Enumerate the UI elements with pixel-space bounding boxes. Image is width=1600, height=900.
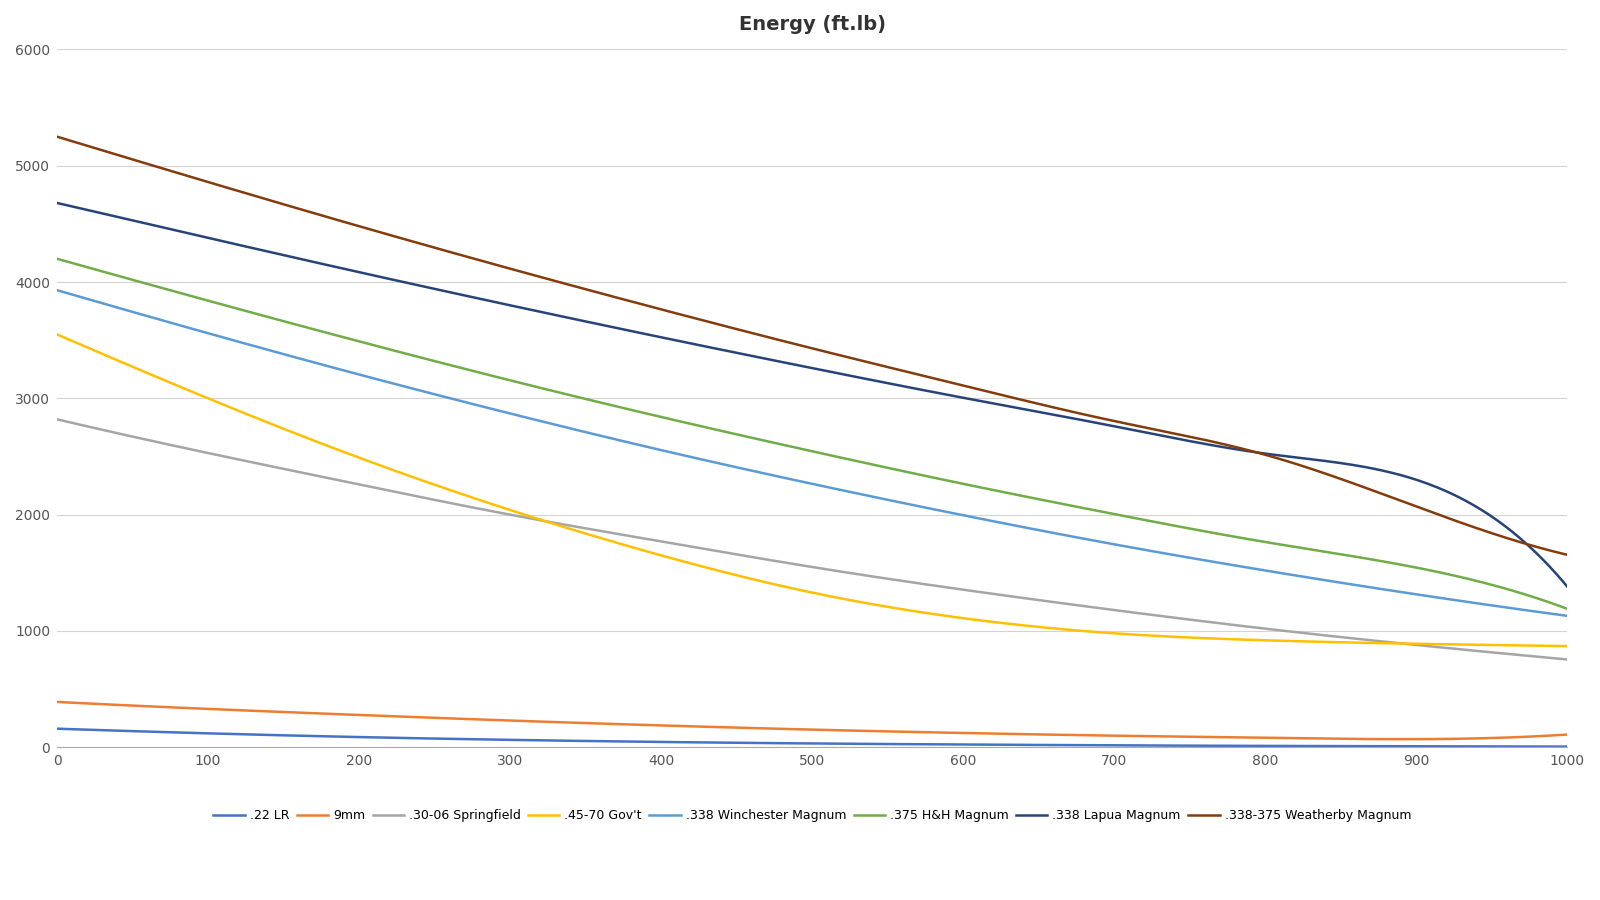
.338 Lapua Magnum [1285,452,1304,463]
Line: 9mm: 9mm [58,702,1568,739]
.338-375 Weatherby Magnum [1522,540,1541,551]
.338 Lapua Magnum [947,391,966,401]
Line: .375 H&H Magnum: .375 H&H Magnum [58,259,1568,609]
.338 Winchester Magnum [774,472,794,483]
9mm [1558,729,1578,740]
.22 LR [765,738,784,749]
.30-06 Springfield [774,557,794,568]
.338 Winchester Magnum [48,284,67,295]
9mm [947,727,966,738]
.338 Winchester Magnum [1558,610,1578,621]
.375 H&H Magnum [1522,591,1541,602]
.30-06 Springfield [1558,654,1578,665]
.375 H&H Magnum [1285,542,1304,553]
.338 Winchester Magnum [864,491,883,502]
Line: .338-375 Weatherby Magnum: .338-375 Weatherby Magnum [58,137,1568,554]
.22 LR [774,738,794,749]
.22 LR [947,739,966,750]
.338 Lapua Magnum [1558,581,1578,592]
.338 Lapua Magnum [864,375,883,386]
9mm [864,725,883,736]
.375 H&H Magnum [864,460,883,471]
.338-375 Weatherby Magnum [864,358,883,369]
.22 LR [48,724,67,734]
.338 Winchester Magnum [947,508,966,519]
.45-70 Gov't [1558,641,1578,652]
.375 H&H Magnum [48,254,67,265]
.375 H&H Magnum [1558,604,1578,615]
Line: .45-70 Gov't: .45-70 Gov't [58,335,1568,646]
.45-70 Gov't [864,599,883,610]
.338 Lapua Magnum [765,356,784,366]
Line: .22 LR: .22 LR [58,729,1568,747]
.22 LR [1285,741,1304,751]
Line: .338 Winchester Magnum: .338 Winchester Magnum [58,290,1568,616]
Title: Energy (ft.lb): Energy (ft.lb) [739,15,886,34]
9mm [1525,731,1544,742]
Line: .338 Lapua Magnum: .338 Lapua Magnum [58,203,1568,587]
.45-70 Gov't [765,579,784,590]
.45-70 Gov't [774,581,794,592]
.30-06 Springfield [947,583,966,594]
.338 Lapua Magnum [48,198,67,209]
.45-70 Gov't [947,612,966,623]
.338 Winchester Magnum [1285,570,1304,580]
.30-06 Springfield [765,555,784,566]
9mm [765,724,784,734]
9mm [774,724,794,734]
.375 H&H Magnum [765,437,784,448]
.338 Winchester Magnum [1522,606,1541,616]
9mm [1285,733,1304,743]
.22 LR [1558,742,1578,752]
.45-70 Gov't [1285,635,1304,646]
.338 Lapua Magnum [774,357,794,368]
Legend: .22 LR, 9mm, .30-06 Springfield, .45-70 Gov't, .338 Winchester Magnum, .375 H&H : .22 LR, 9mm, .30-06 Springfield, .45-70 … [213,809,1411,823]
.338 Lapua Magnum [1522,543,1541,553]
.45-70 Gov't [1522,640,1541,651]
.338-375 Weatherby Magnum [1558,549,1578,560]
.375 H&H Magnum [774,439,794,450]
9mm [1394,734,1413,744]
.30-06 Springfield [1285,626,1304,637]
.375 H&H Magnum [947,477,966,488]
.45-70 Gov't [48,329,67,340]
.338-375 Weatherby Magnum [48,131,67,142]
Line: .30-06 Springfield: .30-06 Springfield [58,419,1568,660]
.22 LR [1522,741,1541,751]
.30-06 Springfield [48,414,67,425]
.338-375 Weatherby Magnum [1285,458,1304,469]
.338-375 Weatherby Magnum [947,378,966,389]
9mm [48,697,67,707]
.30-06 Springfield [1522,651,1541,661]
.338 Winchester Magnum [765,471,784,482]
.338-375 Weatherby Magnum [774,336,794,346]
.338-375 Weatherby Magnum [765,333,784,344]
.30-06 Springfield [864,572,883,582]
.22 LR [864,739,883,750]
